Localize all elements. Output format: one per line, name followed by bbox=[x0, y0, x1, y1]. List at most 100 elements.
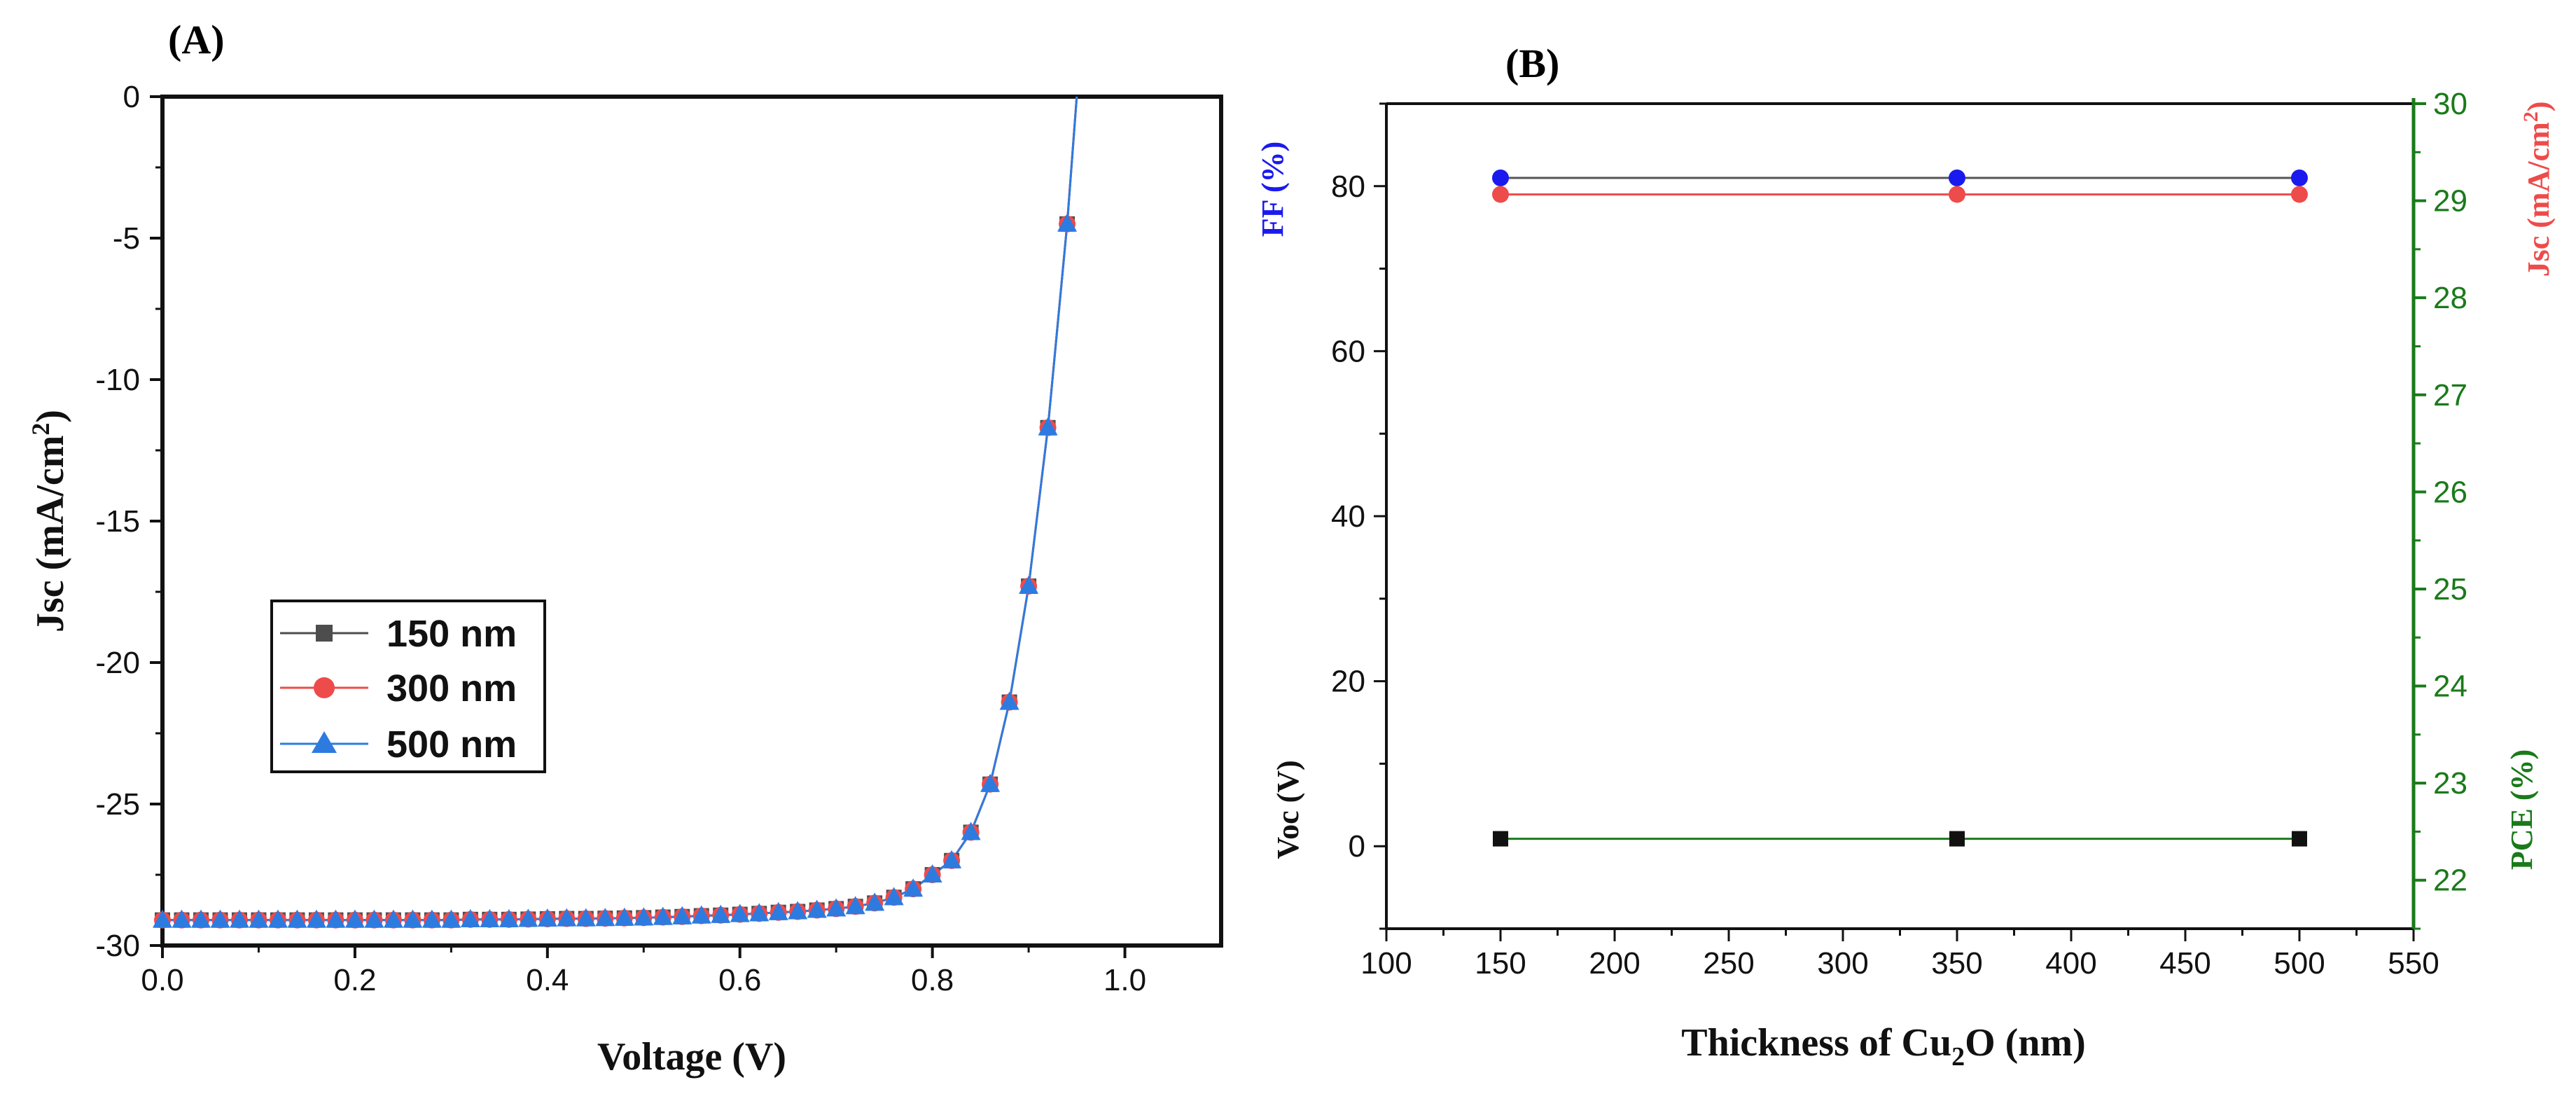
y-tick-label: -5 bbox=[113, 221, 140, 256]
data-point-triangle bbox=[826, 898, 847, 917]
data-point-triangle bbox=[383, 909, 403, 928]
x-tick-label: 100 bbox=[1360, 946, 1412, 981]
y-tick-label: -30 bbox=[95, 929, 140, 963]
data-point-triangle bbox=[153, 909, 172, 928]
y-right-tick-label: 30 bbox=[2433, 87, 2467, 121]
data-point-triangle bbox=[326, 909, 346, 928]
data-point-triangle bbox=[903, 878, 924, 897]
data-point-triangle bbox=[499, 908, 519, 927]
panel-a-series bbox=[153, 96, 1078, 929]
legend-marker-square bbox=[316, 625, 333, 642]
legend-item-300nm: 300 nm bbox=[280, 667, 517, 709]
data-point-triangle bbox=[711, 904, 731, 923]
data-point-square bbox=[1949, 831, 1965, 847]
x-tick-label: 1.0 bbox=[1103, 963, 1146, 997]
data-point-triangle bbox=[788, 901, 808, 920]
data-point-triangle bbox=[634, 907, 654, 926]
data-point-triangle bbox=[190, 909, 211, 928]
y-left-tick-label: 0 bbox=[1349, 829, 1365, 864]
panel-b-jsc-label: Jsc (mA/cm2) bbox=[2519, 102, 2556, 277]
data-point-triangle bbox=[614, 907, 634, 926]
data-point-circle bbox=[1492, 169, 1509, 187]
data-point-triangle bbox=[537, 908, 557, 927]
data-point-triangle bbox=[460, 908, 480, 927]
data-point-triangle bbox=[884, 887, 904, 906]
data-point-triangle bbox=[691, 905, 711, 924]
y-right-tick-label: 23 bbox=[2433, 766, 2467, 801]
data-point-triangle bbox=[172, 909, 192, 928]
series-line-500nm bbox=[162, 96, 1078, 922]
panel-b-label: (B) bbox=[1505, 41, 1559, 86]
y-right-tick-label: 26 bbox=[2433, 475, 2467, 509]
y-tick-label: -25 bbox=[95, 787, 140, 822]
data-point-triangle bbox=[480, 908, 500, 927]
x-tick-label: 200 bbox=[1589, 946, 1640, 981]
data-point-triangle bbox=[557, 908, 577, 927]
legend-label-300nm: 300 nm bbox=[387, 667, 517, 709]
panel-a-y-axis-label: Jsc (mA/cm2) bbox=[27, 410, 72, 632]
x-tick-label: 150 bbox=[1475, 946, 1526, 981]
data-point-triangle bbox=[1057, 213, 1078, 232]
data-point-triangle bbox=[441, 909, 461, 928]
panel-b-x-axis-label: Thickness of Cu2O (nm) bbox=[1681, 1021, 2086, 1072]
data-point-triangle bbox=[768, 901, 788, 920]
series-line-150nm bbox=[162, 96, 1078, 922]
x-tick-label: 350 bbox=[1931, 946, 1982, 981]
panel-a-label: (A) bbox=[168, 17, 225, 62]
legend-item-500nm: 500 nm bbox=[280, 723, 517, 766]
x-tick-label: 0.0 bbox=[141, 963, 183, 997]
data-point-triangle bbox=[422, 909, 442, 928]
x-tick-label: 0.8 bbox=[911, 963, 954, 997]
data-point-triangle bbox=[845, 896, 865, 915]
data-point-triangle bbox=[807, 899, 827, 918]
data-point-circle bbox=[1492, 186, 1509, 203]
y-right-tick-label: 28 bbox=[2433, 281, 2467, 315]
data-point-triangle bbox=[980, 773, 1001, 792]
data-point-circle bbox=[2291, 186, 2308, 203]
y-right-tick-label: 22 bbox=[2433, 864, 2467, 898]
data-point-triangle bbox=[344, 909, 365, 928]
data-point-triangle bbox=[595, 908, 615, 927]
panel-a-ticks: 0.0 0.2 0.4 0.6 0.8 1.0 0 -5 -10 -15 -20 -25 -30 bbox=[95, 80, 1146, 997]
x-tick-label: 0.4 bbox=[526, 963, 569, 997]
data-point-circle bbox=[1949, 169, 1965, 187]
data-point-triangle bbox=[403, 909, 423, 928]
data-point-circle bbox=[2291, 169, 2308, 187]
panel-b: (B) 100 150 200 250 300 350 400 450 500 550 0 20 40 6… bbox=[1255, 41, 2556, 1072]
data-point-triangle bbox=[961, 822, 981, 840]
x-tick-label: 550 bbox=[2388, 946, 2439, 981]
y-left-tick-label: 20 bbox=[1331, 665, 1365, 699]
x-tick-label: 250 bbox=[1703, 946, 1754, 981]
data-point-square bbox=[1493, 831, 1508, 847]
legend-marker-triangle bbox=[312, 731, 337, 753]
data-point-triangle bbox=[672, 906, 692, 925]
data-point-triangle bbox=[1038, 417, 1058, 436]
y-left-tick-label: 80 bbox=[1331, 169, 1365, 204]
data-point-triangle bbox=[267, 909, 288, 928]
panel-a-legend: 150 nm 300 nm 500 nm bbox=[270, 600, 546, 773]
data-point-triangle bbox=[518, 908, 538, 927]
data-point-triangle bbox=[749, 903, 770, 922]
data-point-triangle bbox=[364, 909, 384, 928]
x-tick-label: 450 bbox=[2159, 946, 2211, 981]
legend-item-150nm: 150 nm bbox=[280, 613, 517, 655]
data-point-triangle bbox=[730, 903, 750, 922]
y-tick-label: -15 bbox=[95, 504, 140, 539]
data-point-circle bbox=[1949, 186, 1965, 203]
panel-b-ticks: 100 150 200 250 300 350 400 450 500 550 0 20 40 60 80 2… bbox=[1331, 87, 2467, 981]
data-point-triangle bbox=[999, 691, 1019, 710]
data-point-triangle bbox=[306, 909, 326, 928]
data-point-triangle bbox=[576, 908, 596, 927]
data-point-triangle bbox=[653, 906, 673, 925]
legend-label-150nm: 150 nm bbox=[387, 613, 517, 655]
x-tick-label: 400 bbox=[2045, 946, 2096, 981]
x-tick-label: 0.2 bbox=[333, 963, 376, 997]
data-point-triangle bbox=[287, 909, 307, 928]
panel-b-ff-label: FF (%) bbox=[1255, 141, 1290, 237]
y-right-tick-label: 25 bbox=[2433, 572, 2467, 607]
data-point-triangle bbox=[249, 909, 269, 928]
y-tick-label: 0 bbox=[123, 80, 140, 114]
panel-b-series bbox=[1492, 169, 2308, 847]
y-left-tick-label: 40 bbox=[1331, 499, 1365, 534]
